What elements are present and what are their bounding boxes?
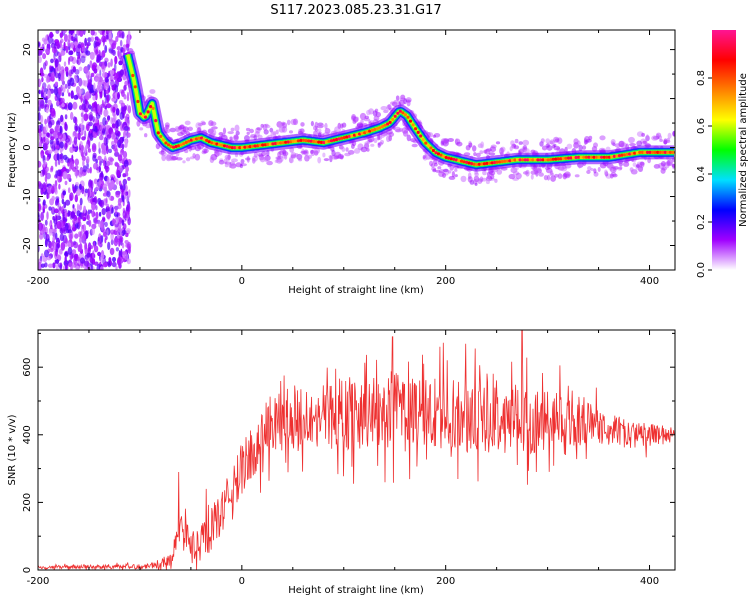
colorbar: 0.0 0.2 0.4 0.6 0.8 Normalized spectral ampl… [696,30,749,278]
colorbar-tick-label: 0.4 [696,166,707,182]
y-tick-label-2: 200 [22,493,33,512]
colorbar-tick-label: 0.2 [696,214,707,230]
x-axis-ticks: -200 0 200 400 [27,30,659,287]
y-axis-label: Frequency (Hz) [7,112,18,188]
y-tick-label-2: 400 [22,425,33,444]
y-axis-label-2: SNR (10 * v/v) [7,414,18,485]
y-tick-label: 0 [22,144,33,150]
frequency-ridge [120,48,675,186]
x-axis-label-2: Height of straight line (km) [288,585,424,596]
y-tick-label: -10 [22,188,33,204]
snr-series-line [38,330,675,570]
colorbar-gradient [712,30,736,270]
y-tick-label-2: 0 [22,567,33,573]
y-tick-label: 10 [22,92,33,105]
x-axis-label: Height of straight line (km) [288,285,424,296]
y-tick-label: 20 [22,43,33,56]
spectrogram-panel: -200 0 200 400 -20 -10 0 10 20 Height of straig… [7,29,676,296]
colorbar-ticks: 0.0 0.2 0.4 0.6 0.8 [696,70,712,278]
snr-panel: -200 0 200 400 0 200 400 600 Height of straigh… [7,329,676,596]
y-tick-label: -20 [22,237,33,253]
plot-frame-2 [37,329,676,571]
colorbar-tick-label: 0.8 [696,70,707,86]
x-tick-label: 0 [239,276,245,287]
x-tick-label-2: -200 [27,576,50,587]
y-axis-ticks-2: 0 200 400 600 [22,332,675,573]
x-axis-ticks-2: -200 0 200 400 [27,330,659,587]
colorbar-label: Normalized spectral amplitude [738,73,749,227]
x-tick-label: 400 [640,276,659,287]
y-tick-label-2: 600 [22,358,33,377]
colorbar-tick-label: 0.0 [696,262,707,278]
x-tick-label-2: 200 [436,576,455,587]
x-tick-label-2: 400 [640,576,659,587]
x-tick-label: -200 [27,276,50,287]
x-tick-label-2: 0 [239,576,245,587]
x-tick-label: 200 [436,276,455,287]
noise-region [38,30,133,270]
colorbar-tick-label: 0.6 [696,118,707,134]
y-axis-ticks: -20 -10 0 10 20 [22,43,675,271]
plot-frame [37,29,676,271]
chart-title: S117.2023.085.23.31.G17 [270,3,441,18]
